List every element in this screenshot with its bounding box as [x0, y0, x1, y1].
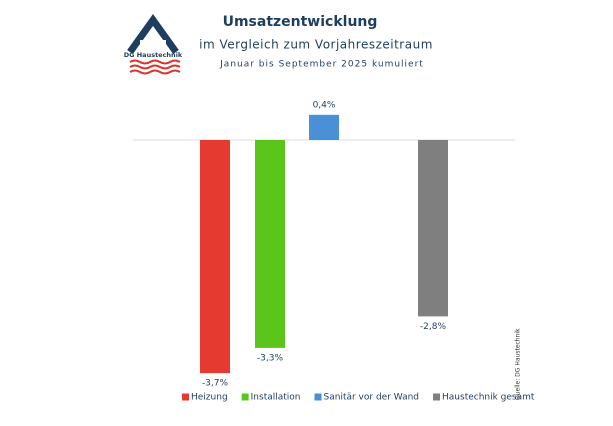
value-label: -2,8%: [420, 322, 447, 332]
bar: [309, 114, 339, 140]
legend-swatch: [433, 393, 441, 401]
legend-swatch: [314, 393, 322, 401]
legend-label: Sanitär vor der Wand: [324, 393, 420, 403]
legend-swatch: [241, 393, 249, 401]
chart-title: Umsatzentwicklung: [223, 14, 378, 30]
legend-label: Heizung: [191, 393, 228, 403]
bar: [255, 140, 285, 348]
legend-label: Installation: [251, 393, 301, 403]
value-label: -3,3%: [257, 353, 284, 363]
logo-text: DG Haustechnik: [124, 51, 183, 59]
bar: [418, 140, 448, 317]
legend-label: Haustechnik gesamt: [442, 393, 535, 403]
chart-subtitle: im Vergleich zum Vorjahreszeitraum: [199, 38, 433, 52]
value-label: 0,4%: [313, 100, 336, 110]
logo: DG Haustechnik: [124, 14, 183, 75]
value-label: -3,7%: [202, 379, 229, 389]
source: Quelle: DG Haustechnik: [515, 328, 522, 400]
legend-swatch: [182, 393, 189, 401]
chart-period: Januar bis September 2025 kumuliert: [219, 60, 424, 70]
bar: [200, 140, 230, 374]
